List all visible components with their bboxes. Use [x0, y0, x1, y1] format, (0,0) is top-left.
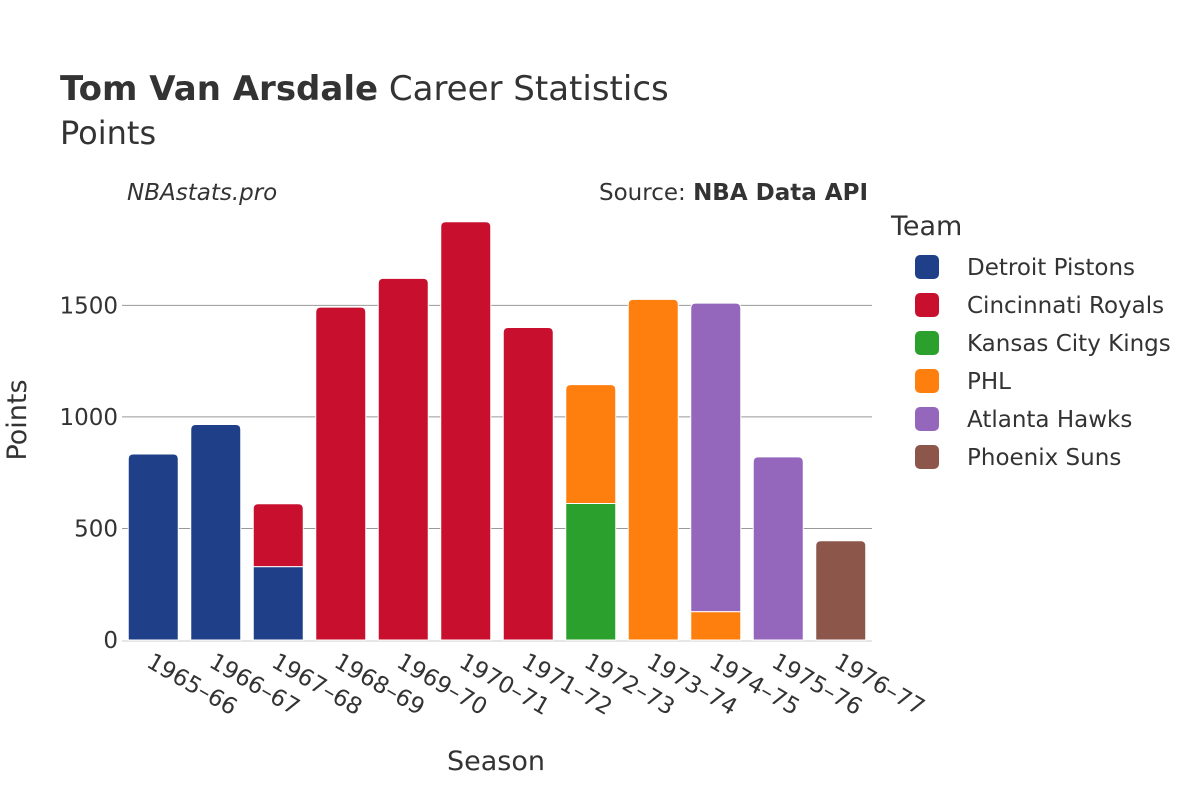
bar-segment — [752, 456, 804, 641]
legend-title: Team — [890, 211, 962, 242]
bar-segment — [690, 302, 742, 613]
bar-segment — [377, 277, 429, 641]
legend-item[interactable]: Cincinnati Royals — [915, 293, 1164, 319]
bar-segment — [815, 540, 867, 641]
legend-swatch — [915, 445, 939, 469]
y-ticks: 0 500 1000 1500 — [59, 293, 118, 654]
gridlines — [122, 304, 872, 642]
bar-segment — [565, 502, 617, 641]
y-tick-label: 1500 — [59, 293, 118, 319]
y-tick-label: 500 — [74, 516, 118, 542]
legend-label: Kansas City Kings — [967, 331, 1171, 357]
bar-segment — [252, 503, 304, 568]
legend-item[interactable]: Kansas City Kings — [915, 331, 1171, 357]
bar-segment — [440, 221, 492, 641]
x-ticks: 1965–661966–671967–681968–691969–701970–… — [142, 649, 929, 721]
legend-swatch — [915, 255, 939, 279]
source-prefix: Source: — [599, 180, 693, 206]
y-axis-title: Points — [2, 379, 33, 460]
legend-label: Atlanta Hawks — [967, 407, 1132, 433]
legend-swatch — [915, 293, 939, 317]
legend-label: PHL — [967, 369, 1011, 395]
bars — [127, 221, 867, 641]
legend-swatch — [915, 369, 939, 393]
y-tick-label: 0 — [103, 628, 118, 654]
chart-title-bold: Tom Van Arsdale — [60, 69, 378, 109]
x-axis-title: Season — [447, 746, 545, 777]
legend-item[interactable]: Atlanta Hawks — [915, 407, 1132, 433]
bar-segment — [502, 326, 554, 641]
legend-item[interactable]: Phoenix Suns — [915, 445, 1121, 471]
bar-segment — [252, 566, 304, 641]
legend: Team Detroit Pistons Cincinnati Royals Kan… — [890, 211, 1171, 471]
legend-swatch — [915, 331, 939, 355]
bar-segment — [690, 611, 742, 641]
bar-segment — [315, 306, 367, 641]
bar-segment — [127, 453, 179, 641]
bar-segment — [627, 298, 679, 641]
credit-text: NBAstats.pro — [127, 180, 277, 206]
legend-swatch — [915, 407, 939, 431]
bar-segment — [565, 384, 617, 504]
bar-segment — [190, 424, 242, 641]
legend-label: Phoenix Suns — [967, 445, 1121, 471]
chart-subtitle: Points — [60, 114, 156, 152]
y-tick-label: 1000 — [59, 405, 118, 431]
chart-title: Tom Van Arsdale Career Statistics — [60, 69, 669, 109]
source-name: NBA Data API — [693, 180, 868, 206]
chart-title-rest: Career Statistics — [378, 69, 669, 109]
legend-item[interactable]: PHL — [915, 369, 1011, 395]
legend-label: Cincinnati Royals — [967, 293, 1164, 319]
legend-item[interactable]: Detroit Pistons — [915, 255, 1135, 281]
legend-label: Detroit Pistons — [967, 255, 1135, 281]
source-text: Source: NBA Data API — [599, 180, 868, 206]
